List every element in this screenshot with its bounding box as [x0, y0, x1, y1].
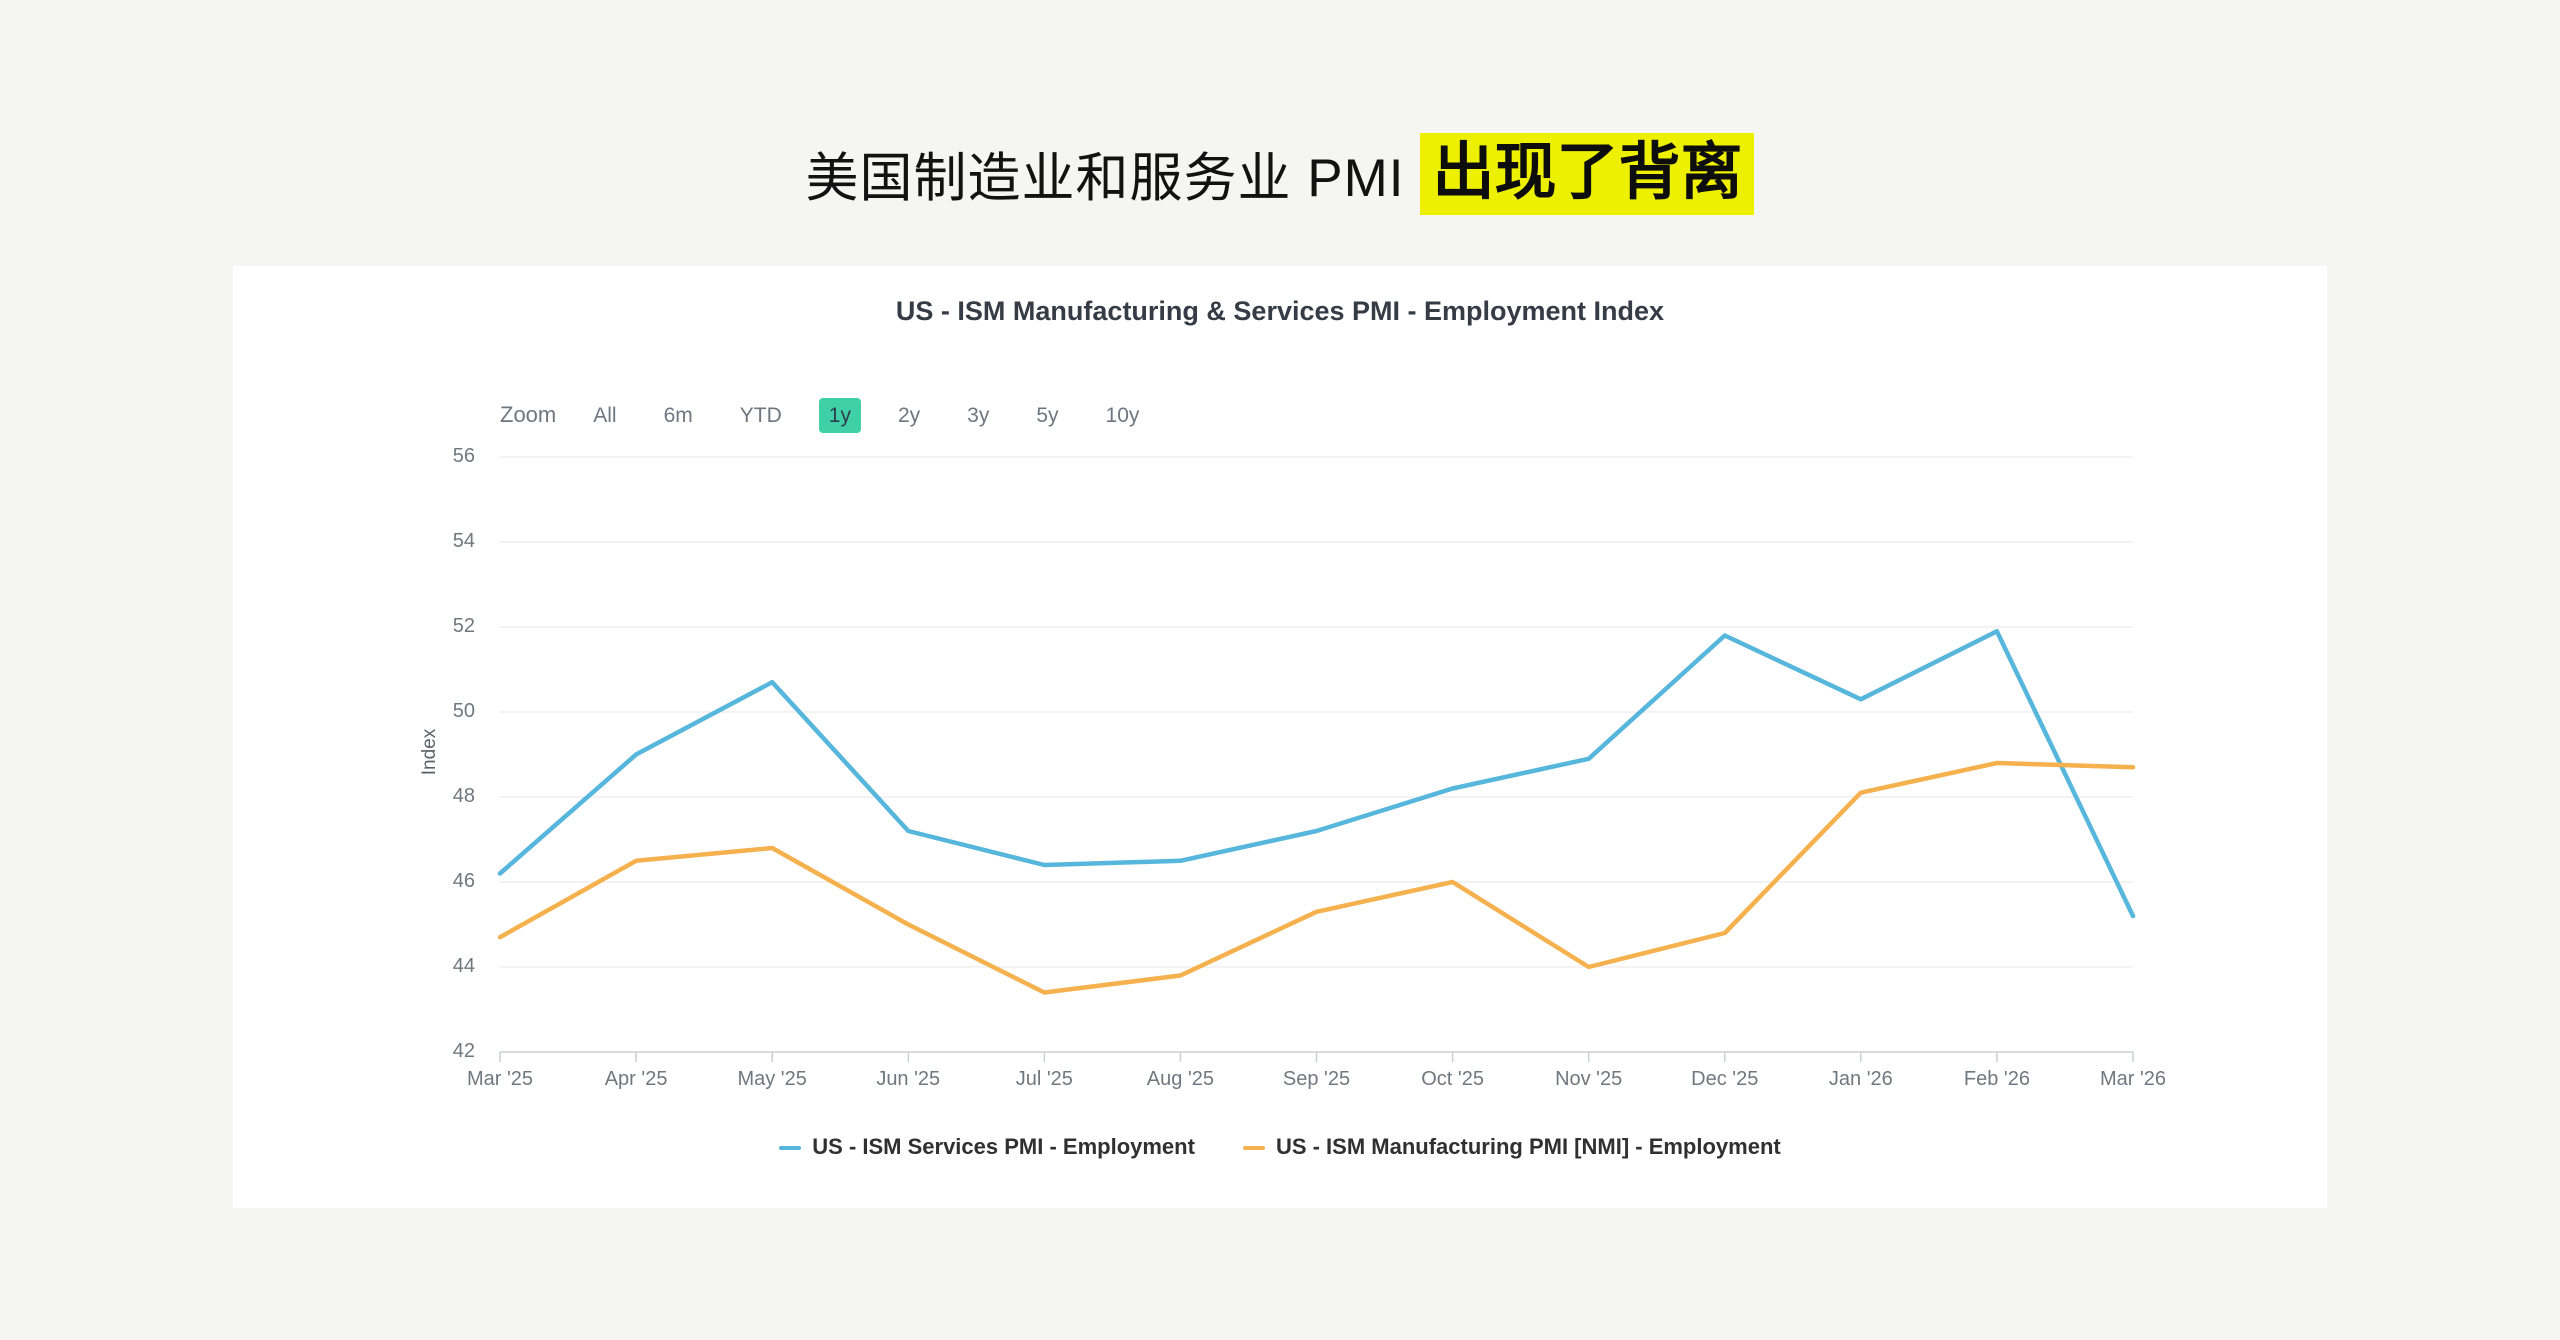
legend-marker-icon	[1242, 1146, 1265, 1150]
range-button-6m[interactable]: 6m	[663, 403, 693, 427]
legend-label: US - ISM Manufacturing PMI [NMI] - Emplo…	[1275, 1134, 1781, 1159]
legend-marker-icon	[779, 1146, 802, 1150]
legend-item[interactable]: US - ISM Services PMI - Employment	[779, 1134, 1195, 1160]
range-button-10y[interactable]: 10y	[1105, 403, 1140, 427]
x-axis-label: Sep '25	[1282, 1068, 1351, 1090]
chart-card: US - ISM Manufacturing & Services PMI - …	[233, 266, 2327, 1208]
line-chart	[497, 456, 2136, 1062]
x-axis-label: Jan '26	[1828, 1068, 1893, 1090]
x-axis-label: Apr '25	[604, 1068, 668, 1090]
range-button-1y[interactable]: 1y	[818, 397, 861, 433]
x-axis-label: Oct '25	[1421, 1068, 1484, 1090]
chart-legend: US - ISM Services PMI - Employment US - I…	[233, 1134, 2327, 1160]
range-button-3y[interactable]: 3y	[967, 403, 990, 427]
series-line	[497, 629, 2136, 919]
range-selector: Zoom All 6m YTD 1y 2y 3y 5y 10y	[500, 392, 1149, 438]
plot-area[interactable]	[497, 456, 2136, 1062]
y-axis-label: 54	[452, 530, 475, 552]
y-axis-label: 56	[452, 445, 475, 467]
y-axis-label: 42	[452, 1040, 475, 1062]
x-axis-label: Mar '25	[466, 1068, 534, 1090]
legend-item[interactable]: US - ISM Manufacturing PMI [NMI] - Emplo…	[1242, 1134, 1781, 1160]
x-axis-label: Feb '26	[1963, 1068, 2030, 1090]
y-axis-label: 44	[452, 955, 475, 977]
range-button-all[interactable]: All	[593, 403, 617, 427]
headline: 美国制造业和服务业 PMI 出现了背离	[0, 126, 2560, 222]
x-axis-label: May '25	[737, 1068, 807, 1090]
y-axis-label: 52	[452, 615, 475, 637]
range-button-ytd[interactable]: YTD	[739, 403, 782, 427]
x-axis-label: Mar '26	[2099, 1068, 2167, 1090]
x-axis-label: Dec '25	[1691, 1068, 1759, 1090]
x-axis-label: Jun '25	[876, 1068, 941, 1090]
x-axis-label: Jul '25	[1015, 1068, 1073, 1090]
x-axis-label: Nov '25	[1555, 1068, 1623, 1090]
series-line	[497, 760, 2136, 995]
legend-label: US - ISM Services PMI - Employment	[812, 1134, 1195, 1159]
y-axis-label: 50	[452, 700, 475, 722]
y-axis-label: 46	[452, 870, 475, 892]
x-axis-label: Aug '25	[1146, 1068, 1215, 1090]
y-axis-label: 48	[452, 785, 475, 807]
y-axis-title: Index	[419, 728, 440, 776]
range-button-2y[interactable]: 2y	[897, 403, 921, 427]
chart-title: US - ISM Manufacturing & Services PMI - …	[895, 296, 1665, 326]
range-button-5y[interactable]: 5y	[1036, 403, 1059, 427]
range-zoom-label: Zoom	[500, 402, 557, 427]
headline-text: 美国制造业和服务业 PMI	[805, 149, 1405, 208]
headline-highlight: 出现了背离	[1420, 133, 1755, 215]
